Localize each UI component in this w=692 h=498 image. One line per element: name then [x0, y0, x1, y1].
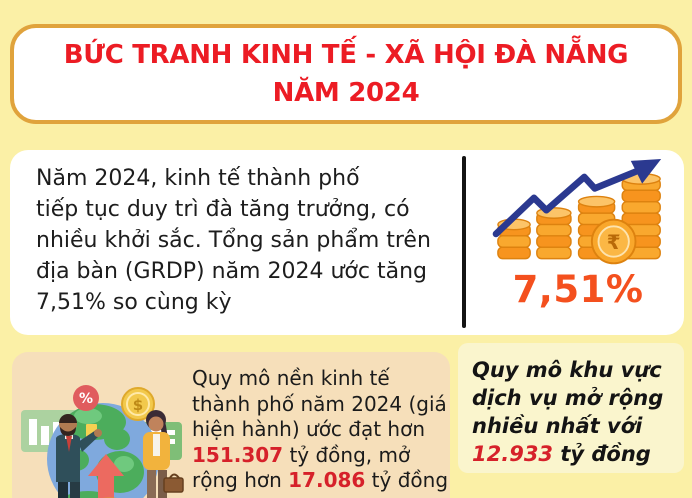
percent-symbol: % — [79, 391, 93, 407]
grdp-growth-value: 7,51% — [512, 268, 644, 311]
growth-figure: ₹ 7,51% — [472, 150, 684, 335]
rupee-coin-icon: ₹ — [590, 218, 637, 265]
overview-line: địa bàn (GRDP) năm 2024 ước tăng — [36, 259, 427, 284]
economy-text-part: tỷ đồng — [365, 468, 449, 492]
grdp-overview-card: Năm 2024, kinh tế thành phố tiếp tục duy… — [10, 150, 684, 335]
businesswoman-figure — [143, 410, 184, 498]
economy-text-part: Quy mô nền kinh tế thành phố năm 2024 (g… — [192, 366, 447, 441]
grdp-size-value: 151.307 — [192, 442, 284, 467]
page-title-line-1: BỨC TRANH KINH TẾ - XÃ HỘI ĐÀ NẴNG — [63, 40, 629, 70]
vertical-divider — [462, 156, 466, 328]
overview-line: tiếp tục duy trì đà tăng trưởng, có — [36, 197, 410, 222]
percent-badge-icon: % — [73, 385, 99, 411]
overview-line: nhiều khởi sắc. Tổng sản phẩm trên — [36, 228, 431, 253]
dollar-coin-icon: $ — [121, 387, 155, 421]
page-title-line-2: NĂM 2024 — [272, 78, 420, 108]
dollar-symbol: $ — [133, 396, 143, 414]
overview-line: 7,51% so cùng kỳ — [36, 290, 232, 315]
businessman-figure — [56, 414, 102, 498]
service-expansion-value: 12.933 — [472, 442, 554, 466]
service-text-part: tỷ đồng — [553, 442, 651, 466]
grdp-overview-paragraph: Năm 2024, kinh tế thành phố tiếp tục duy… — [36, 163, 466, 318]
economy-scale-card: % $ — [12, 352, 450, 498]
trend-up-arrow-icon — [492, 158, 662, 238]
global-economy-illustration: % $ — [21, 385, 184, 498]
expansion-value: 17.086 — [288, 468, 366, 492]
header-card: BỨC TRANH KINH TẾ - XÃ HỘI ĐÀ NẴNG NĂM 2… — [10, 24, 682, 124]
economy-scale-text: Quy mô nền kinh tế thành phố năm 2024 (g… — [192, 366, 450, 494]
service-sector-text: Quy mô khu vực dịch vụ mở rộng nhiều nhấ… — [472, 356, 670, 468]
service-sector-card: Quy mô khu vực dịch vụ mở rộng nhiều nhấ… — [458, 343, 684, 473]
overview-line: Năm 2024, kinh tế thành phố — [36, 166, 360, 191]
rupee-symbol: ₹ — [607, 231, 621, 254]
up-arrow-icon — [88, 454, 124, 498]
coin-stacks-growth-icon: ₹ — [492, 158, 662, 265]
economy-text-part: tỷ đồng, mở rộng hơn — [192, 442, 411, 493]
service-text-part: Quy mô khu vực dịch vụ mở rộng nhiều nhấ… — [472, 358, 664, 438]
